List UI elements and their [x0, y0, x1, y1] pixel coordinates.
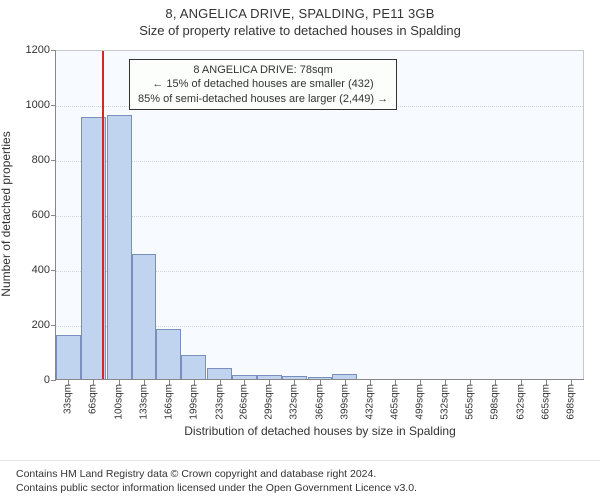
x-tick-label: 100sqm	[114, 384, 125, 420]
x-tick-label: 665sqm	[540, 384, 551, 420]
x-tick-label: 133sqm	[139, 384, 150, 420]
histogram-bar	[132, 254, 157, 381]
y-tick-label: 1200	[6, 44, 50, 56]
y-tick-label: 400	[6, 264, 50, 276]
chart-area: Number of detached properties 8 ANGELICA…	[0, 44, 600, 438]
x-tick-label: 66sqm	[88, 384, 99, 414]
x-tick-label: 598sqm	[490, 384, 501, 420]
footer-line: Contains HM Land Registry data © Crown c…	[16, 467, 590, 481]
histogram-bar	[107, 115, 132, 380]
x-axis-title: Distribution of detached houses by size …	[56, 424, 584, 438]
x-tick-label: 266sqm	[239, 384, 250, 420]
x-tick-label: 299sqm	[264, 384, 275, 420]
y-tick-mark	[51, 270, 56, 271]
y-tick-mark	[51, 380, 56, 381]
gridline	[56, 161, 583, 162]
x-tick-label: 565sqm	[465, 384, 476, 420]
footer-line: Contains public sector information licen…	[16, 481, 590, 495]
annotation-box: 8 ANGELICA DRIVE: 78sqm ← 15% of detache…	[129, 59, 397, 110]
y-tick-label: 800	[6, 154, 50, 166]
plot-area: 8 ANGELICA DRIVE: 78sqm ← 15% of detache…	[56, 50, 584, 380]
y-tick-label: 200	[6, 319, 50, 331]
x-tick-label: 166sqm	[163, 384, 174, 420]
x-tick-label: 465sqm	[389, 384, 400, 420]
x-tick-label: 698sqm	[565, 384, 576, 420]
subtitle-line: Size of property relative to detached ho…	[0, 23, 600, 38]
address-line: 8, ANGELICA DRIVE, SPALDING, PE11 3GB	[0, 6, 600, 21]
x-tick-label: 532sqm	[440, 384, 451, 420]
subject-marker-line	[102, 51, 104, 380]
y-tick-mark	[51, 215, 56, 216]
x-tick-label: 432sqm	[364, 384, 375, 420]
x-tick-label: 499sqm	[415, 384, 426, 420]
annotation-line: 85% of semi-detached houses are larger (…	[138, 92, 388, 106]
x-tick-label: 366sqm	[315, 384, 326, 420]
footer: Contains HM Land Registry data © Crown c…	[0, 460, 600, 500]
x-tick-label: 399sqm	[339, 384, 350, 420]
histogram-bar	[181, 355, 206, 380]
y-tick-mark	[51, 325, 56, 326]
title-block: 8, ANGELICA DRIVE, SPALDING, PE11 3GB Si…	[0, 0, 600, 38]
x-tick-label: 233sqm	[214, 384, 225, 420]
y-tick-label: 0	[6, 374, 50, 386]
gridline	[56, 216, 583, 217]
x-tick-label: 332sqm	[289, 384, 300, 420]
y-tick-mark	[51, 105, 56, 106]
x-tick-label: 33sqm	[63, 384, 74, 414]
annotation-line: ← 15% of detached houses are smaller (43…	[138, 77, 388, 91]
y-tick-mark	[51, 160, 56, 161]
histogram-bar	[56, 335, 81, 380]
histogram-bar	[156, 329, 181, 380]
x-tick-label: 199sqm	[188, 384, 199, 420]
y-tick-label: 1000	[6, 99, 50, 111]
y-tick-mark	[51, 50, 56, 51]
annotation-line: 8 ANGELICA DRIVE: 78sqm	[138, 63, 388, 77]
chart-container: 8, ANGELICA DRIVE, SPALDING, PE11 3GB Si…	[0, 0, 600, 500]
y-tick-label: 600	[6, 209, 50, 221]
x-tick-label: 632sqm	[515, 384, 526, 420]
